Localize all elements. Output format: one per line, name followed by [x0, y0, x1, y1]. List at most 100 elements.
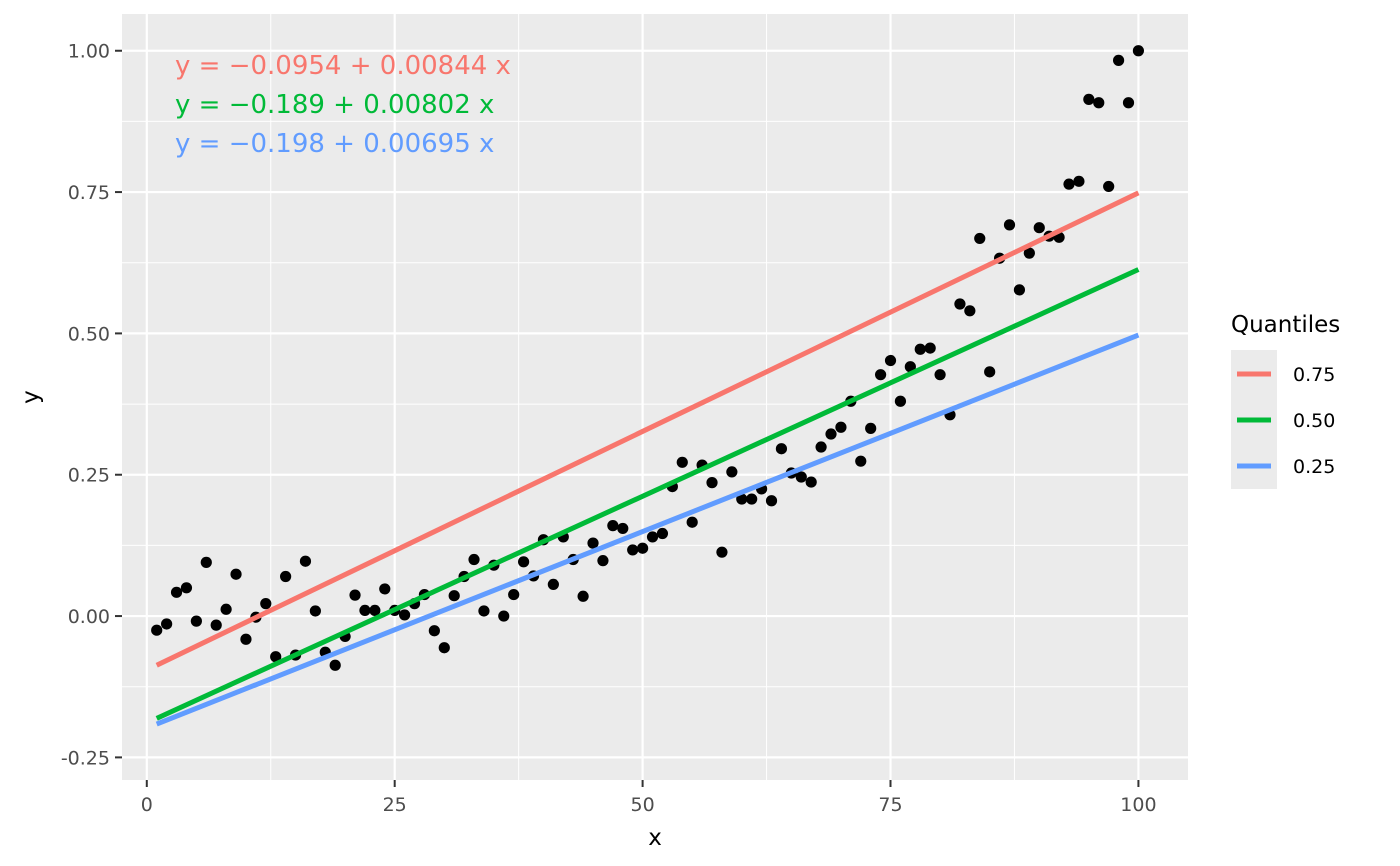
- data-point: [934, 369, 946, 381]
- quantile-line-0-25: [155, 332, 1140, 727]
- data-point: [349, 589, 361, 601]
- x-axis: 0 25 50 75 100: [141, 780, 1157, 816]
- data-point: [607, 520, 619, 532]
- data-point: [1003, 219, 1016, 231]
- legend-title: Quantiles: [1231, 312, 1340, 338]
- data-point: [180, 582, 193, 594]
- data-point: [656, 527, 669, 540]
- data-point: [924, 342, 936, 354]
- data-point: [637, 542, 649, 554]
- data-point: [240, 633, 252, 645]
- data-point: [329, 659, 341, 671]
- data-point: [379, 583, 391, 595]
- data-point: [399, 609, 411, 621]
- x-tick-label: 75: [878, 794, 902, 816]
- y-tick-label: 0.00: [68, 606, 110, 628]
- data-point: [825, 428, 837, 440]
- data-point: [359, 604, 371, 617]
- data-point: [190, 615, 202, 627]
- data-point: [765, 495, 778, 507]
- data-point: [627, 544, 639, 556]
- data-point: [280, 570, 292, 583]
- y-tick-label: 0.25: [68, 465, 110, 487]
- data-point: [686, 516, 698, 528]
- data-point: [746, 493, 758, 505]
- data-point: [210, 619, 222, 631]
- data-point: [478, 605, 490, 617]
- data-point: [874, 369, 887, 381]
- data-point: [1033, 222, 1045, 234]
- data-point: [200, 556, 212, 568]
- equation-label-0-25: y = −0.198 + 0.00695 x: [175, 129, 494, 159]
- x-tick-label: 0: [141, 794, 153, 816]
- data-point: [230, 568, 242, 580]
- data-point: [299, 555, 312, 567]
- data-point: [468, 553, 480, 566]
- legend: Quantiles 0.75 0.50 0.25: [1231, 312, 1340, 489]
- y-tick-label: 0.50: [68, 323, 110, 345]
- quantile-line-0-75: [155, 190, 1140, 668]
- data-point: [736, 493, 748, 505]
- quantile-lines: [155, 190, 1140, 727]
- y-axis: -0.25 0.00 0.25 0.50 0.75 1.00: [61, 41, 122, 769]
- equation-label-0-75: y = −0.0954 + 0.00844 x: [175, 51, 511, 81]
- data-point: [498, 610, 510, 622]
- data-point: [260, 598, 272, 610]
- data-point: [151, 624, 163, 636]
- data-point: [835, 421, 847, 433]
- data-point: [1023, 247, 1035, 259]
- data-point: [894, 395, 907, 407]
- data-point: [904, 361, 916, 373]
- data-point: [220, 603, 232, 615]
- data-point: [1093, 97, 1105, 109]
- legend-label: 0.75: [1293, 364, 1335, 386]
- data-point: [587, 537, 599, 549]
- minor-gridlines: [122, 14, 1188, 780]
- quantile-line-0-50: [155, 267, 1140, 721]
- data-point: [974, 232, 986, 245]
- y-tick-label: 1.00: [68, 41, 110, 63]
- data-point: [1122, 97, 1135, 109]
- data-point: [518, 556, 530, 568]
- data-point: [716, 546, 728, 558]
- data-point: [795, 471, 807, 483]
- data-point: [984, 366, 996, 378]
- data-point: [270, 651, 282, 663]
- data-point: [448, 590, 460, 602]
- data-point: [617, 522, 629, 535]
- x-tick-label: 50: [631, 794, 655, 816]
- data-point: [914, 343, 926, 355]
- data-point: [805, 476, 817, 488]
- y-axis-title: y: [18, 390, 44, 404]
- data-point: [1073, 175, 1085, 187]
- data-point: [309, 605, 321, 617]
- data-point: [676, 456, 688, 468]
- legend-label: 0.25: [1293, 456, 1335, 478]
- data-point: [954, 298, 966, 310]
- data-point: [508, 588, 520, 601]
- data-point: [428, 625, 440, 637]
- data-point: [1103, 180, 1115, 193]
- data-point: [706, 477, 718, 489]
- equation-annotations: y = −0.0954 + 0.00844 x y = −0.189 + 0.00…: [175, 51, 511, 159]
- data-point: [815, 441, 827, 453]
- data-point: [646, 531, 659, 543]
- data-point: [855, 455, 867, 467]
- data-point: [577, 590, 589, 602]
- major-gridlines: [122, 14, 1188, 780]
- data-point: [865, 422, 877, 434]
- data-point: [1013, 284, 1026, 296]
- data-point: [964, 305, 976, 317]
- data-point: [547, 578, 559, 591]
- data-point: [170, 586, 183, 598]
- data-point: [1112, 54, 1125, 66]
- equation-label-0-50: y = −0.189 + 0.00802 x: [175, 90, 494, 120]
- data-point: [1063, 178, 1075, 190]
- y-tick-label: 0.75: [68, 182, 110, 204]
- data-point: [161, 618, 173, 630]
- data-point: [369, 604, 381, 617]
- legend-label: 0.50: [1293, 410, 1335, 432]
- x-axis-title: x: [648, 825, 662, 851]
- data-point: [597, 555, 609, 567]
- data-point: [1132, 45, 1145, 57]
